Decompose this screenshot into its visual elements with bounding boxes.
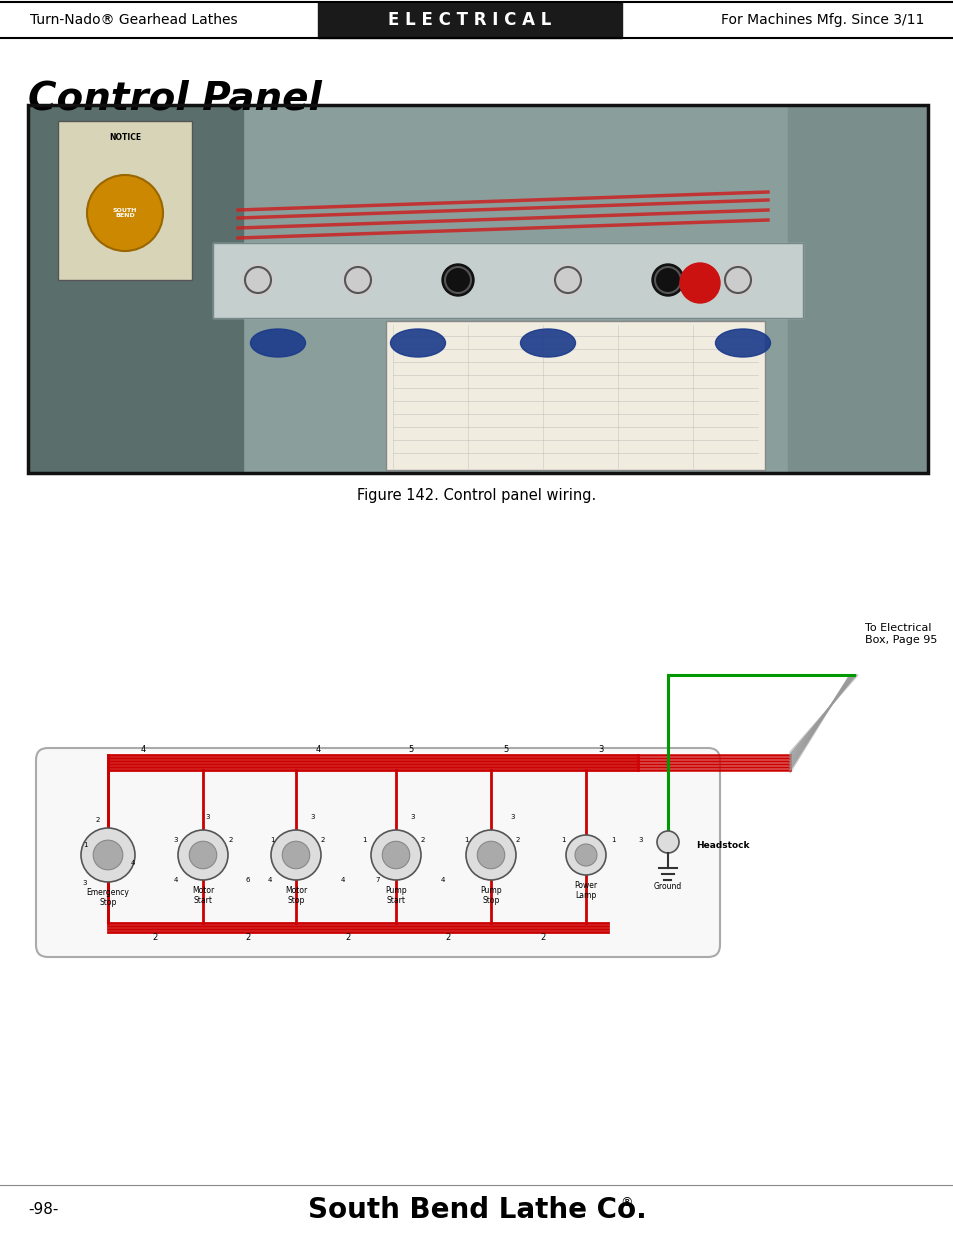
Text: Control Panel: Control Panel [28,80,321,119]
Circle shape [465,830,516,881]
Circle shape [651,264,683,296]
Text: 7: 7 [375,877,380,883]
FancyBboxPatch shape [58,121,192,280]
Text: 2: 2 [445,932,450,941]
Text: 6: 6 [246,877,250,883]
Text: 3: 3 [311,814,314,820]
Text: ®: ® [619,1197,632,1209]
Text: To Electrical
Box, Page 95: To Electrical Box, Page 95 [864,624,937,645]
Circle shape [282,841,310,868]
Text: SOUTH
BEND: SOUTH BEND [112,207,137,219]
Circle shape [552,264,583,296]
Text: 3: 3 [510,814,515,820]
Circle shape [87,175,163,251]
Text: 1: 1 [463,837,468,844]
Ellipse shape [251,329,305,357]
Text: Ground: Ground [653,882,681,890]
Text: 4: 4 [131,860,135,866]
Text: 2: 2 [95,818,100,823]
Text: NOTICE: NOTICE [109,133,141,142]
Text: Headstock: Headstock [696,841,749,850]
Circle shape [441,264,474,296]
Text: Power
Lamp: Power Lamp [574,881,597,900]
Text: 3: 3 [411,814,415,820]
Text: Motor
Stop: Motor Stop [285,885,307,905]
Text: 3: 3 [639,837,642,844]
Text: 4: 4 [173,877,178,883]
Circle shape [657,831,679,853]
Text: -98-: -98- [28,1203,58,1218]
Text: For Machines Mfg. Since 3/11: For Machines Mfg. Since 3/11 [720,14,923,27]
Text: 3: 3 [83,881,87,885]
Circle shape [93,840,123,869]
Text: 2: 2 [420,837,425,844]
Text: Pump
Start: Pump Start [385,885,406,905]
Text: Turn-Nado® Gearhead Lathes: Turn-Nado® Gearhead Lathes [30,14,237,27]
Circle shape [476,841,504,868]
Circle shape [575,844,597,866]
Circle shape [341,264,374,296]
Text: South Bend Lathe Co.: South Bend Lathe Co. [307,1195,646,1224]
Text: 1: 1 [270,837,274,844]
Text: 2: 2 [539,932,545,941]
Circle shape [271,830,320,881]
Ellipse shape [520,329,575,357]
Text: 1: 1 [83,842,87,848]
Text: 3: 3 [206,814,210,820]
Circle shape [242,264,274,296]
Text: Figure 142. Control panel wiring.: Figure 142. Control panel wiring. [357,488,596,503]
Text: 4: 4 [140,746,146,755]
Circle shape [565,835,605,876]
Circle shape [382,841,410,868]
Text: 3: 3 [598,746,603,755]
Text: 1: 1 [560,837,565,844]
Polygon shape [789,676,857,773]
Text: 2: 2 [229,837,233,844]
Ellipse shape [390,329,445,357]
Circle shape [178,830,228,881]
Text: 2: 2 [345,932,351,941]
Text: 4: 4 [315,746,320,755]
Text: 4: 4 [268,877,272,883]
Text: 4: 4 [440,877,445,883]
FancyBboxPatch shape [36,748,720,957]
Circle shape [679,263,720,303]
Text: 3: 3 [173,837,178,844]
Circle shape [371,830,420,881]
Text: Motor
Start: Motor Start [192,885,213,905]
Text: Emergency
Stop: Emergency Stop [87,888,130,908]
Text: 2: 2 [245,932,251,941]
Text: 2: 2 [516,837,519,844]
Text: Pump
Stop: Pump Stop [479,885,501,905]
Text: 1: 1 [361,837,366,844]
Circle shape [81,827,135,882]
Text: 5: 5 [408,746,414,755]
Text: 2: 2 [152,932,157,941]
Circle shape [189,841,216,868]
Circle shape [721,264,753,296]
Text: 5: 5 [503,746,508,755]
Ellipse shape [715,329,770,357]
Text: E L E C T R I C A L: E L E C T R I C A L [388,11,551,28]
FancyBboxPatch shape [28,105,927,473]
Text: 2: 2 [320,837,325,844]
Text: 4: 4 [340,877,345,883]
Text: 1: 1 [610,837,615,844]
FancyBboxPatch shape [386,321,764,471]
